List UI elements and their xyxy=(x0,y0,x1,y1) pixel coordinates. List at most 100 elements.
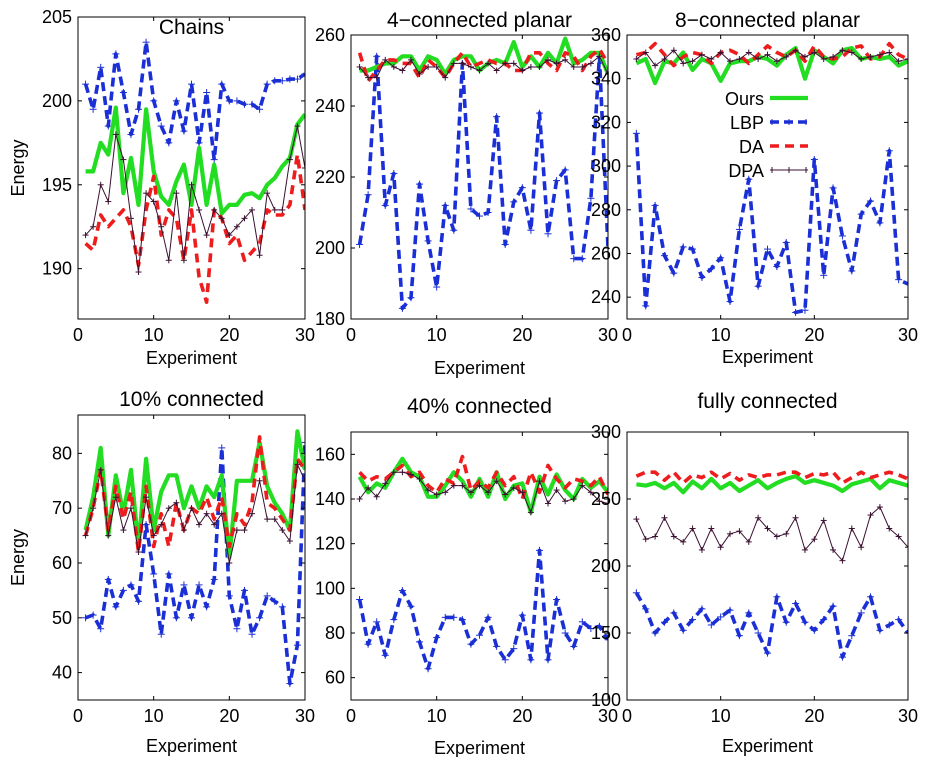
y-tick-label: 70 xyxy=(52,498,72,518)
axes-box xyxy=(626,34,909,320)
series-line-dpa xyxy=(359,55,608,79)
subplot-5: 0 10 20 30 60 80 100 120 140 160 40% connected Expe… xyxy=(315,395,618,758)
series-line-da xyxy=(84,152,305,305)
x-tick-label: 0 xyxy=(622,325,632,345)
axes-box xyxy=(626,431,909,701)
x-tick-label: 20 xyxy=(219,325,239,345)
y-tick-label: 200 xyxy=(42,91,72,111)
subplot-4: 0 10 20 30 40 50 60 70 80 10% connected Experiment… xyxy=(8,388,315,756)
y-tick-label: 120 xyxy=(315,534,345,554)
x-tick-label: 0 xyxy=(346,706,356,726)
x-axis-label: Experiment xyxy=(434,738,525,757)
series-group xyxy=(82,38,305,305)
series-line-da xyxy=(635,470,908,485)
series-line-ours xyxy=(357,456,608,515)
x-tick-label: 20 xyxy=(512,706,532,726)
series-line-lbp xyxy=(357,54,608,311)
legend-label-lbp: LBP xyxy=(730,113,764,133)
subplot-title: 4−connected planar xyxy=(387,9,572,32)
y-tick-label: 220 xyxy=(315,167,345,187)
y-tick-label: 250 xyxy=(591,489,621,509)
axes-box xyxy=(77,16,306,320)
y-tick-label: 240 xyxy=(591,287,621,307)
series-line-dpa xyxy=(635,506,908,562)
x-axis-label: Experiment xyxy=(146,736,237,756)
series-line-lbp xyxy=(357,548,608,671)
x-axis-label: Experiment xyxy=(434,358,525,378)
series-line-lbp xyxy=(634,133,908,315)
y-tick-label: 260 xyxy=(591,243,621,263)
y-tick-label: 60 xyxy=(325,668,345,688)
series-group xyxy=(356,454,608,673)
legend-label-da: DA xyxy=(739,137,764,157)
y-tick-label: 200 xyxy=(315,238,345,258)
y-tick-label: 100 xyxy=(591,690,621,710)
axes-box xyxy=(77,414,306,701)
x-tick-label: 0 xyxy=(73,706,83,726)
y-axis-label: Energy xyxy=(8,139,28,196)
y-tick-label: 60 xyxy=(52,553,72,573)
y-tick-label: 320 xyxy=(591,112,621,132)
x-tick-label: 30 xyxy=(598,325,618,345)
series-line-lbp xyxy=(634,591,908,659)
axes-box xyxy=(350,431,609,701)
y-tick-label: 80 xyxy=(325,623,345,643)
x-tick-label: 20 xyxy=(219,706,239,726)
y-tick-label: 140 xyxy=(315,489,345,509)
subplot-title: 8−connected planar xyxy=(675,9,860,32)
axes-box xyxy=(350,34,609,320)
y-tick-label: 340 xyxy=(591,69,621,89)
x-tick-label: 10 xyxy=(144,325,164,345)
x-tick-label: 10 xyxy=(144,706,164,726)
x-axis-label: Experiment xyxy=(722,347,813,367)
y-tick-label: 50 xyxy=(52,608,72,628)
series-line-ours xyxy=(83,429,305,560)
series-line-lbp xyxy=(84,442,305,686)
series-group xyxy=(82,429,305,688)
subplot-1: 0 10 20 30 190 195 200 205 Chains Experiment Energ… xyxy=(8,7,315,368)
y-tick-label: 195 xyxy=(42,175,72,195)
y-tick-label: 280 xyxy=(591,200,621,220)
x-tick-label: 30 xyxy=(898,706,918,726)
x-tick-label: 10 xyxy=(711,325,731,345)
x-tick-label: 30 xyxy=(898,325,918,345)
x-axis-label: Experiment xyxy=(146,348,237,368)
series-line-lbp xyxy=(83,40,305,162)
y-tick-label: 180 xyxy=(315,309,345,329)
subplot-title: fully connected xyxy=(697,390,837,413)
y-axis-label: Energy xyxy=(8,529,28,586)
y-tick-label: 160 xyxy=(315,444,345,464)
series-line-da xyxy=(357,47,608,83)
y-tick-label: 200 xyxy=(591,556,621,576)
y-tick-label: 260 xyxy=(315,25,345,45)
y-tick-label: 100 xyxy=(315,578,345,598)
y-tick-label: 190 xyxy=(42,259,72,279)
legend-label-ours: Ours xyxy=(725,89,764,109)
x-tick-label: 0 xyxy=(622,706,632,726)
x-tick-label: 20 xyxy=(804,325,824,345)
series-group xyxy=(356,36,608,312)
y-tick-label: 150 xyxy=(591,623,621,643)
series-line-da xyxy=(635,41,908,68)
series-group xyxy=(632,41,908,316)
x-tick-label: 0 xyxy=(346,325,356,345)
subplot-title: Chains xyxy=(159,16,224,39)
subplot-title: 10% connected xyxy=(119,388,264,411)
x-tick-label: 30 xyxy=(295,325,315,345)
x-axis-label: Experiment xyxy=(722,736,813,756)
y-tick-label: 300 xyxy=(591,156,621,176)
y-tick-label: 360 xyxy=(591,25,621,45)
x-tick-label: 30 xyxy=(295,706,315,726)
y-tick-label: 80 xyxy=(52,443,72,463)
x-tick-label: 10 xyxy=(711,706,731,726)
subplot-2: 0 10 20 30 180 200 220 240 260 4−connected planar… xyxy=(315,9,618,378)
series-line-da xyxy=(83,435,305,554)
series-group xyxy=(632,470,908,661)
y-tick-label: 205 xyxy=(42,7,72,27)
y-tick-label: 300 xyxy=(591,422,621,442)
series-line-da xyxy=(358,454,608,501)
x-tick-label: 0 xyxy=(73,325,83,345)
y-tick-label: 240 xyxy=(315,96,345,116)
